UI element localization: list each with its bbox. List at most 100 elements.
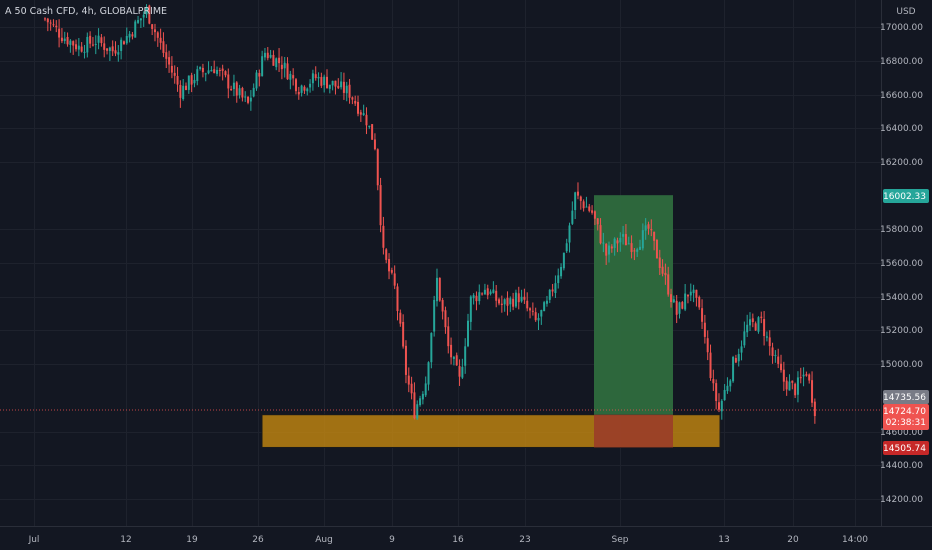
target-price-tag-text: 16002.33 <box>883 192 926 202</box>
candle-body <box>145 6 148 15</box>
time-tick-label: Jul <box>28 535 40 545</box>
price-axis[interactable]: 17000.00 16800.00 16600.00 16400.00 16200.00… <box>880 23 923 505</box>
candle-body <box>159 37 162 43</box>
candle-body <box>599 225 602 244</box>
candle-body <box>472 295 475 299</box>
candle-body <box>796 377 799 395</box>
candle-body <box>554 283 557 294</box>
candle-body <box>162 41 165 53</box>
candle-body <box>165 52 168 59</box>
price-tick-label: 15800.00 <box>880 225 923 235</box>
price-tick-label: 14600.00 <box>880 428 923 438</box>
candle-body <box>469 296 472 322</box>
candle-body <box>771 347 774 356</box>
position-loss-zone[interactable] <box>594 414 673 448</box>
candle-body <box>794 383 797 396</box>
candle-body <box>805 374 808 376</box>
candle-body <box>610 246 613 249</box>
candle-body <box>678 302 681 314</box>
candle-body <box>723 390 726 401</box>
candle-body <box>120 39 123 51</box>
candle-body <box>777 356 780 364</box>
candle-body <box>385 249 388 260</box>
candle-body <box>396 286 399 312</box>
candle-body <box>114 50 117 54</box>
candle-body <box>390 270 393 273</box>
candle-body <box>49 22 52 24</box>
candle-body <box>670 294 673 303</box>
candle-body <box>337 85 340 89</box>
candle-body <box>416 404 419 419</box>
candle-body <box>58 28 61 38</box>
candle-body <box>808 374 811 381</box>
candle-body <box>729 380 732 387</box>
candle-body <box>692 289 695 294</box>
candle-body <box>320 76 323 86</box>
candle-body <box>419 398 422 406</box>
candle-body <box>216 69 219 74</box>
candle-body <box>780 363 783 371</box>
candle-body <box>605 244 608 256</box>
candle-body <box>709 352 712 379</box>
candle-body <box>103 43 106 50</box>
candle-body <box>334 80 337 87</box>
candle-body <box>498 299 501 304</box>
price-tick-label: 16400.00 <box>880 124 923 134</box>
candle-body <box>128 33 131 38</box>
candle-body <box>232 82 235 89</box>
time-tick-label: 19 <box>186 535 198 545</box>
candle-body <box>537 317 540 321</box>
candle-body <box>596 218 599 225</box>
candle-body <box>765 336 768 338</box>
candle-body <box>371 124 374 140</box>
candle-body <box>467 320 469 347</box>
candle-body <box>726 385 729 392</box>
candle-body <box>545 300 548 304</box>
candle-body <box>481 293 484 295</box>
candle-body <box>139 18 142 21</box>
candle-body <box>309 83 312 88</box>
candle-body <box>55 25 58 28</box>
candle-body <box>529 308 532 311</box>
candle-body <box>444 310 447 328</box>
candle-body <box>125 35 128 44</box>
candle-body <box>813 401 816 417</box>
candle-body <box>72 41 75 46</box>
candle-body <box>69 40 72 45</box>
candle-body <box>639 246 642 250</box>
candle-body <box>52 24 55 26</box>
candle-body <box>608 245 610 255</box>
candle-body <box>348 84 351 98</box>
candle-body <box>289 73 292 80</box>
candle-body <box>410 383 413 394</box>
candle-body <box>574 192 577 211</box>
candle-body <box>751 318 754 323</box>
candle-body <box>402 321 405 347</box>
candle-body <box>492 289 495 293</box>
candle-body <box>193 79 196 84</box>
candle-body <box>342 81 345 93</box>
candle-body <box>478 292 481 302</box>
candle-body <box>441 300 444 312</box>
time-tick-label: 12 <box>120 535 131 545</box>
candle-body <box>131 34 134 37</box>
candle-body <box>297 91 300 95</box>
candle-body <box>170 65 173 73</box>
candle-body <box>263 52 266 58</box>
candle-body <box>168 57 171 65</box>
time-axis[interactable]: Jul 12 19 26 Aug 9 16 23 Sep 13 20 14:00 <box>28 535 869 545</box>
candle-body <box>548 289 551 300</box>
candle-body <box>185 85 187 90</box>
candle-body <box>475 295 478 302</box>
position-profit-zone[interactable] <box>594 195 673 415</box>
candle-body <box>275 58 278 68</box>
candle-body <box>712 379 715 384</box>
symbol-title[interactable]: A 50 Cash CFD, 4h, GLOBALPRIME <box>5 6 167 17</box>
candle-body <box>650 228 653 231</box>
candle-body <box>486 288 489 296</box>
candle-body <box>221 68 224 71</box>
candle-body <box>512 298 515 307</box>
